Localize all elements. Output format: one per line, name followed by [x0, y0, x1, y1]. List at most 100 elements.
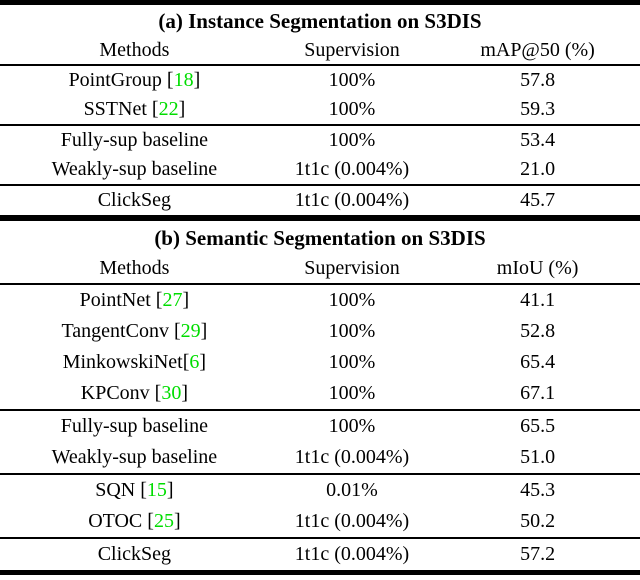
score-cell: 65.4 [520, 351, 556, 373]
citation-number: 29 [180, 320, 201, 342]
citation-bracket: ] [178, 98, 186, 120]
method-cell: Fully-sup baseline [0, 411, 269, 442]
table-b-group-rule-1 [0, 409, 640, 411]
table-b-header-row: Methods Supervision mIoU (%) [0, 254, 640, 283]
table-row-fully-sup-baseline-a: Fully-sup baseline 100% 53.4 [0, 126, 640, 155]
supervision-cell: 100% [328, 320, 376, 342]
table-row-weakly-sup-baseline-a: Weakly-sup baseline 1t1c (0.004%) 21.0 [0, 155, 640, 184]
supervision-cell: 100% [328, 69, 376, 91]
score-cell: 21.0 [520, 158, 556, 180]
table-b-header-metric: mIoU (%) [496, 257, 579, 279]
table-separator-rule [0, 215, 640, 221]
table-row-minkowskinet: MinkowskiNet[6] 100% 65.4 [0, 347, 640, 378]
table-row-clickseg-b: ClickSeg 1t1c (0.004%) 57.2 [0, 539, 640, 570]
table-row-fully-sup-baseline-b: Fully-sup baseline 100% 65.5 [0, 411, 640, 442]
table-row-pointnet: PointNet [27] 100% 41.1 [0, 285, 640, 316]
table-row-weakly-sup-baseline-b: Weakly-sup baseline 1t1c (0.004%) 51.0 [0, 442, 640, 473]
citation-number: 25 [153, 510, 174, 532]
method-cell: SSTNet [22] [0, 95, 269, 124]
method-name: ClickSeg [97, 543, 172, 565]
method-cell: Weakly-sup baseline [0, 155, 269, 184]
method-name: KPConv [ [80, 382, 162, 404]
method-name: TangentConv [ [61, 320, 181, 342]
citation-number: 30 [161, 382, 182, 404]
supervision-cell: 0.01% [326, 479, 378, 501]
method-name: PointGroup [ [68, 69, 174, 91]
method-name: ClickSeg [97, 189, 172, 211]
table-b-group-rule-3 [0, 537, 640, 539]
citation-bracket: ] [193, 69, 201, 91]
citation-bracket: ] [173, 510, 181, 532]
supervision-cell: 100% [328, 289, 376, 311]
score-cell: 59.3 [520, 98, 556, 120]
citation-number: 22 [158, 98, 179, 120]
method-cell: PointGroup [18] [0, 66, 269, 95]
table-row-otoc: OTOC [25] 1t1c (0.004%) 50.2 [0, 506, 640, 537]
table-a-header-row: Methods Supervision mAP@50 (%) [0, 36, 640, 64]
supervision-cell: 1t1c (0.004%) [294, 158, 410, 180]
table-a-header-rule [0, 64, 640, 66]
method-cell: KPConv [30] [0, 378, 269, 409]
method-cell: MinkowskiNet[6] [0, 347, 269, 378]
method-cell: PointNet [27] [0, 285, 269, 316]
score-cell: 53.4 [520, 129, 556, 151]
table-b-header-methods: Methods [99, 257, 170, 279]
table-a-top-rule [0, 0, 640, 5]
citation-number: 18 [173, 69, 194, 91]
method-name: MinkowskiNet[ [62, 351, 190, 373]
method-cell: ClickSeg [0, 186, 269, 215]
score-cell: 41.1 [520, 289, 556, 311]
table-a-header-methods: Methods [99, 39, 170, 61]
table-row-clickseg-a: ClickSeg 1t1c (0.004%) 45.7 [0, 186, 640, 215]
supervision-cell: 100% [328, 129, 376, 151]
score-cell: 51.0 [520, 446, 556, 468]
method-cell: TangentConv [29] [0, 316, 269, 347]
method-cell: SQN [15] [0, 475, 269, 506]
supervision-cell: 100% [328, 98, 376, 120]
supervision-cell: 1t1c (0.004%) [294, 189, 410, 211]
table-row-tangentconv: TangentConv [29] 100% 52.8 [0, 316, 640, 347]
table-a-header-metric: mAP@50 (%) [480, 39, 595, 61]
citation-number: 6 [189, 351, 200, 373]
citation-bracket: ] [199, 351, 207, 373]
score-cell: 67.1 [520, 382, 556, 404]
table-a-header-supervision: Supervision [304, 39, 400, 61]
method-name: SSTNet [ [83, 98, 159, 120]
table-b-bottom-rule [0, 570, 640, 575]
method-name: SQN [ [95, 479, 147, 501]
citation-bracket: ] [182, 289, 190, 311]
table-a-title: (a) Instance Segmentation on S3DIS [158, 9, 482, 33]
supervision-cell: 1t1c (0.004%) [294, 510, 410, 532]
score-cell: 52.8 [520, 320, 556, 342]
score-cell: 45.3 [520, 479, 556, 501]
table-row-sstnet: SSTNet [22] 100% 59.3 [0, 95, 640, 124]
method-name: Weakly-sup baseline [51, 446, 218, 468]
supervision-cell: 1t1c (0.004%) [294, 543, 410, 565]
citation-bracket: ] [181, 382, 189, 404]
table-b-header-supervision: Supervision [304, 257, 400, 279]
table-row-sqn: SQN [15] 0.01% 45.3 [0, 475, 640, 506]
method-name: Fully-sup baseline [60, 415, 208, 437]
table-row-kpconv: KPConv [30] 100% 67.1 [0, 378, 640, 409]
table-a-group-rule-1 [0, 124, 640, 126]
method-cell: Weakly-sup baseline [0, 442, 269, 473]
method-name: Weakly-sup baseline [51, 158, 218, 180]
table-a-group-rule-2 [0, 184, 640, 186]
supervision-cell: 100% [328, 382, 376, 404]
method-cell: ClickSeg [0, 539, 269, 570]
citation-bracket: ] [200, 320, 208, 342]
table-b-title: (b) Semantic Segmentation on S3DIS [154, 226, 486, 250]
method-name: OTOC [ [88, 510, 154, 532]
score-cell: 57.2 [520, 543, 556, 565]
method-cell: OTOC [25] [0, 506, 269, 537]
method-name: PointNet [ [79, 289, 163, 311]
score-cell: 57.8 [520, 69, 556, 91]
table-row-pointgroup: PointGroup [18] 100% 57.8 [0, 66, 640, 95]
method-cell: Fully-sup baseline [0, 126, 269, 155]
citation-bracket: ] [166, 479, 174, 501]
table-b-group-rule-2 [0, 473, 640, 475]
score-cell: 45.7 [520, 189, 556, 211]
score-cell: 65.5 [520, 415, 556, 437]
method-name: Fully-sup baseline [60, 129, 208, 151]
